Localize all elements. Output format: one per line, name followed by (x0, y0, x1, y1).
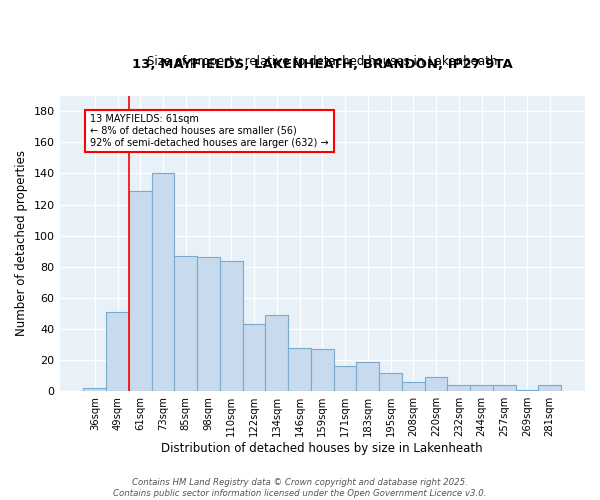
Bar (242, 324, 265, 391)
Bar (288, 348, 311, 391)
Bar (538, 385, 561, 391)
Bar (379, 372, 402, 391)
Bar (106, 312, 129, 391)
X-axis label: Distribution of detached houses by size in Lakenheath: Distribution of detached houses by size … (161, 442, 483, 455)
Title: Size of property relative to detached houses in Lakenheath: Size of property relative to detached ho… (147, 55, 497, 68)
Bar (83, 388, 106, 391)
Bar (515, 390, 538, 391)
Bar (448, 385, 470, 391)
Bar (470, 385, 493, 391)
Bar (493, 385, 515, 391)
Bar (311, 349, 334, 391)
Bar (175, 256, 197, 391)
Bar (197, 258, 220, 391)
Text: 13, MAYFIELDS, LAKENHEATH, BRANDON, IP27 9TA: 13, MAYFIELDS, LAKENHEATH, BRANDON, IP27… (132, 58, 512, 70)
Bar (356, 362, 379, 391)
Bar (152, 174, 175, 391)
Text: Contains HM Land Registry data © Crown copyright and database right 2025.
Contai: Contains HM Land Registry data © Crown c… (113, 478, 487, 498)
Bar (402, 382, 425, 391)
Bar (425, 377, 448, 391)
Bar (334, 366, 356, 391)
Y-axis label: Number of detached properties: Number of detached properties (15, 150, 28, 336)
Bar (220, 260, 242, 391)
Bar (129, 190, 152, 391)
Text: 13 MAYFIELDS: 61sqm
← 8% of detached houses are smaller (56)
92% of semi-detache: 13 MAYFIELDS: 61sqm ← 8% of detached hou… (90, 114, 329, 148)
Bar (265, 315, 288, 391)
